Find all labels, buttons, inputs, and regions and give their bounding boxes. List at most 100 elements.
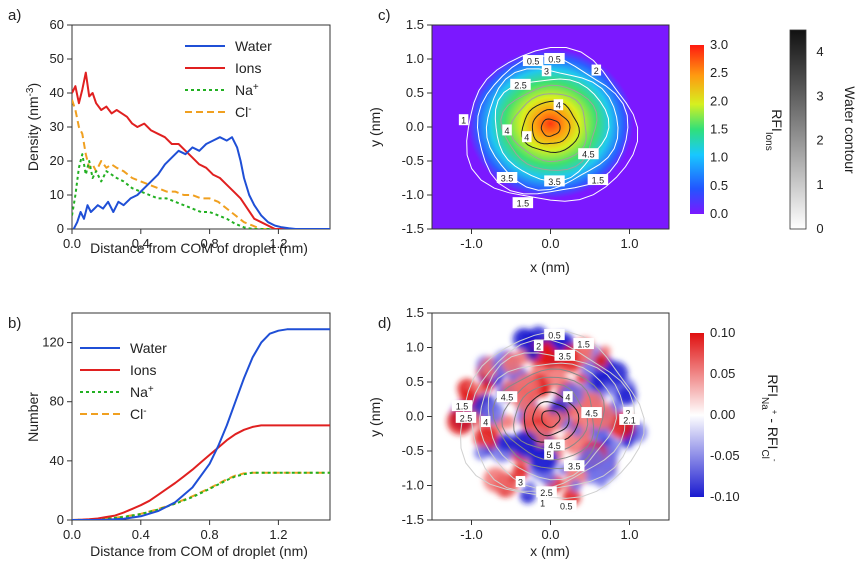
series-line-water	[72, 328, 330, 520]
x-tick-label: 1.2	[269, 236, 287, 251]
y-axis-label: y (nm)	[367, 397, 383, 437]
difference-patch	[473, 425, 499, 451]
colorbar-ions	[690, 45, 704, 214]
x-axis-label: Distance from COM of droplet (nm)	[90, 543, 308, 559]
colorbar-tick-label: 3.0	[710, 37, 728, 52]
legend-label-na: Na+	[130, 384, 154, 401]
contour-label: 2	[625, 409, 630, 419]
difference-patch	[603, 361, 629, 387]
x-tick-label: 0.8	[201, 527, 219, 542]
contour-label-bg	[522, 55, 544, 67]
contour-label: 1.5	[517, 199, 530, 209]
y-tick-label: 120	[42, 335, 64, 350]
contour-label: 3	[544, 67, 549, 77]
contour-label-bg	[544, 329, 565, 341]
contour-label-bg	[619, 413, 640, 425]
contour-label: 4.5	[582, 150, 595, 160]
x-axis-label: x (nm)	[530, 259, 570, 275]
colorbar-water	[789, 29, 807, 230]
contour-label-bg	[563, 460, 585, 472]
x-axis-label: x (nm)	[530, 543, 570, 559]
contour-label-bg	[623, 407, 633, 419]
x-tick-label: -1.0	[460, 236, 482, 251]
y-tick-label: 0	[57, 512, 64, 527]
contour-label: 1.5	[577, 340, 590, 350]
colorbar-difference-label: RFINa+ - RFICl-	[760, 374, 782, 461]
contour-label-bg	[496, 172, 518, 183]
colorbar-tick-label: 1.0	[710, 150, 728, 165]
contour-label: 3.5	[548, 177, 561, 187]
contour-label: 4.5	[585, 409, 598, 419]
legend-label-water: Water	[235, 38, 272, 54]
water-contour-line	[540, 118, 561, 137]
y-tick-label: 1.5	[406, 17, 424, 32]
contour-label: 0.5	[548, 331, 561, 341]
contour-label-bg	[563, 391, 573, 403]
contour-label-bg	[515, 476, 526, 488]
contour-label-bg	[502, 124, 512, 136]
y-tick-label: 20	[50, 153, 64, 168]
colorbar-tick-label: 4	[816, 44, 823, 59]
colorbar-water-label: Water contour	[842, 86, 857, 174]
contour-label: 3.5	[568, 462, 581, 472]
x-tick-label: 1.2	[269, 527, 287, 542]
contour-label: 1	[461, 116, 466, 126]
colorbar-tick-label: 0	[816, 221, 823, 236]
x-tick-label: 0.0	[541, 236, 559, 251]
contour-label: 4	[524, 133, 529, 143]
x-tick-label: 1.0	[620, 236, 638, 251]
colorbar-tick-label: 2.0	[710, 93, 728, 108]
y-tick-label: 0.0	[406, 409, 424, 424]
difference-patch	[474, 445, 489, 460]
contour-label-bg	[544, 448, 554, 460]
contour-label: 2	[536, 342, 541, 352]
contour-label-bg	[587, 174, 609, 186]
contour-label-bg	[541, 65, 552, 77]
contour-label-bg	[573, 338, 594, 350]
colorbar-tick-label: 0.05	[710, 366, 735, 381]
contour-label: 4	[556, 101, 561, 111]
contour-label: 3.5	[558, 351, 571, 361]
contour-label-bg	[480, 416, 491, 428]
water-contour-line	[541, 410, 561, 428]
series-line-ions	[72, 424, 330, 520]
y-tick-label: 40	[50, 453, 64, 468]
colorbar-tick-label: 2	[816, 133, 823, 148]
y-tick-label: -0.5	[402, 443, 424, 458]
contour-label: 3	[518, 478, 523, 488]
colorbar-tick-label: 0.00	[710, 407, 735, 422]
difference-patch	[480, 379, 494, 393]
contour-label: 2	[594, 66, 599, 76]
legend-label-cl: Cl-	[235, 104, 252, 121]
difference-patch	[523, 481, 537, 494]
contour-label-bg	[510, 78, 531, 90]
series-line-na	[72, 153, 330, 229]
x-tick-label: -1.0	[460, 527, 482, 542]
y-axis-label: y (nm)	[367, 107, 383, 147]
colorbar-tick-label: 1	[816, 177, 823, 192]
contour-label: 2.1	[623, 415, 636, 425]
y-tick-label: -1.0	[402, 187, 424, 202]
x-axis-label: Distance from COM of droplet (nm)	[90, 240, 308, 256]
contour-label-bg	[581, 407, 602, 419]
contour-label-bg	[553, 99, 564, 111]
colorbar-tick-label: -0.05	[710, 448, 740, 463]
contour-label-bg	[458, 114, 469, 126]
colorbar-ions-label: RFIIons	[764, 109, 786, 150]
panel-label: c)	[378, 7, 391, 24]
plot-frame	[71, 312, 331, 521]
y-tick-label: 50	[50, 51, 64, 66]
y-axis-label: Density (nm-3)	[25, 83, 42, 171]
legend-label-ions: Ions	[235, 60, 261, 76]
contour-label: 4	[483, 418, 488, 428]
water-contour-line	[500, 84, 598, 171]
difference-patch	[578, 446, 606, 474]
series-line-na	[72, 471, 330, 520]
contour-label-bg	[578, 148, 599, 160]
colorbar-tick-label: 2.5	[710, 65, 728, 80]
contour-label: 2.5	[460, 413, 473, 423]
legend-label-water: Water	[130, 340, 167, 356]
water-contour-line	[476, 55, 629, 195]
contour-label: 4.5	[501, 393, 514, 403]
x-tick-label: 0.0	[63, 236, 81, 251]
